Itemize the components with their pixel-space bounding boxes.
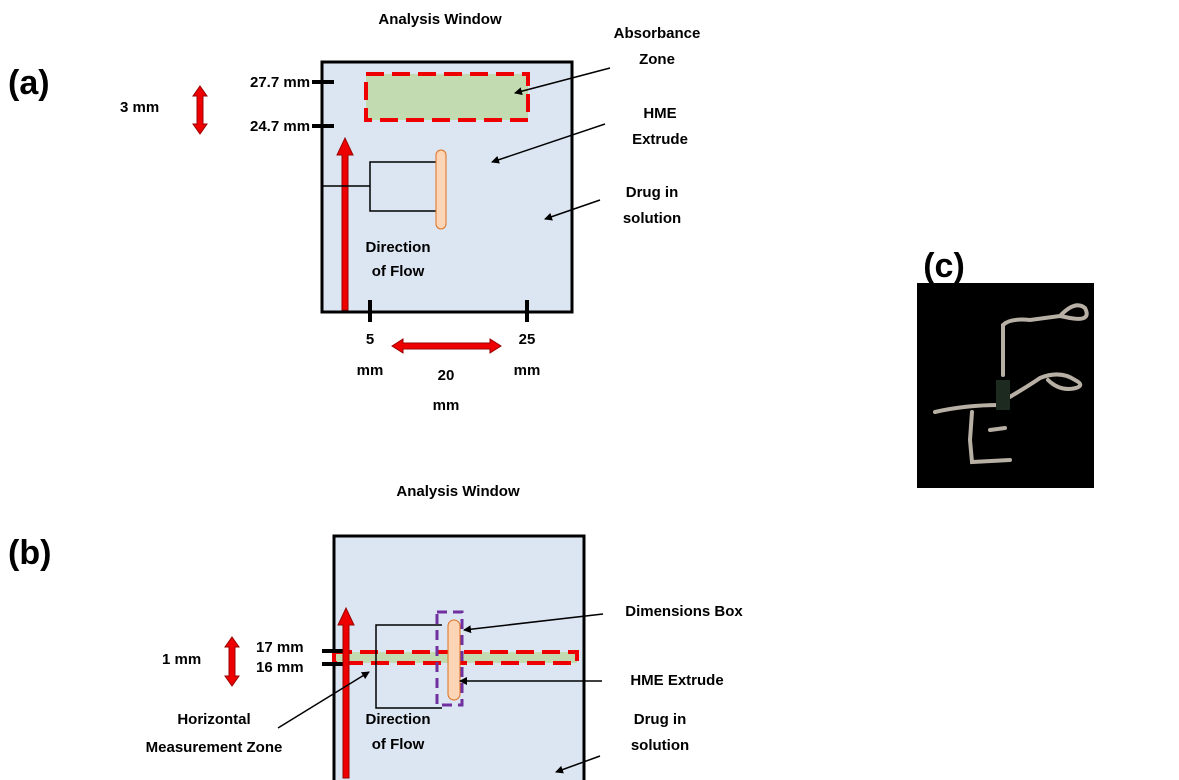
label: solution [631, 737, 689, 754]
panel-label: (b) [8, 534, 51, 572]
tick-label: 5 [366, 331, 374, 348]
label: Dimensions Box [625, 603, 743, 620]
span-label: 20 [438, 367, 455, 384]
panel-c: (c) [917, 247, 1094, 488]
label: Zone [639, 51, 675, 68]
extrude [448, 620, 460, 700]
tick-label: 25 [519, 331, 536, 348]
label: HME Extrude [630, 672, 723, 689]
panel-b: (b) Analysis Window 17 mm 16 mm 1 mm Dir… [8, 483, 743, 780]
label: Measurement Zone [146, 739, 283, 756]
label: Drug in [626, 184, 679, 201]
label: Extrude [632, 131, 688, 148]
double-arrow [392, 339, 501, 353]
tick-label: mm [357, 362, 384, 379]
panel-a: (a) Analysis Window 27.7 mm 24.7 mm 3 mm… [8, 11, 700, 414]
label: Horizontal [177, 711, 250, 728]
label: HME [643, 105, 676, 122]
extrude [436, 150, 446, 229]
photo-content [996, 380, 1010, 410]
double-arrow [193, 86, 207, 134]
span-label: 3 mm [120, 99, 159, 116]
title: Analysis Window [378, 11, 502, 28]
title: Analysis Window [396, 483, 520, 500]
panel-label: (a) [8, 64, 50, 102]
label: Direction [365, 239, 430, 256]
panel-label: (c) [923, 247, 965, 285]
absorbance-zone [366, 74, 528, 120]
tick-label: mm [514, 362, 541, 379]
figure: (a) Analysis Window 27.7 mm 24.7 mm 3 mm… [0, 0, 1179, 780]
tick-label: 24.7 mm [250, 118, 310, 135]
label: Absorbance [614, 25, 701, 42]
span-label: mm [433, 397, 460, 414]
label: Drug in [634, 711, 687, 728]
label: of Flow [372, 736, 425, 753]
double-arrow [225, 637, 239, 686]
label: of Flow [372, 263, 425, 280]
label: solution [623, 210, 681, 227]
tick-label: 27.7 mm [250, 74, 310, 91]
label: Direction [365, 711, 430, 728]
tick-label: 16 mm [256, 659, 304, 676]
tick-label: 17 mm [256, 639, 304, 656]
span-label: 1 mm [162, 651, 201, 668]
